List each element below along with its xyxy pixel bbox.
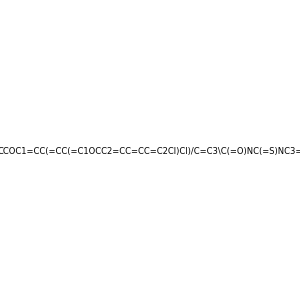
Text: CCOC1=CC(=CC(=C1OCC2=CC=CC=C2Cl)Cl)/C=C3\C(=O)NC(=S)NC3=O: CCOC1=CC(=CC(=C1OCC2=CC=CC=C2Cl)Cl)/C=C3…	[0, 147, 300, 156]
